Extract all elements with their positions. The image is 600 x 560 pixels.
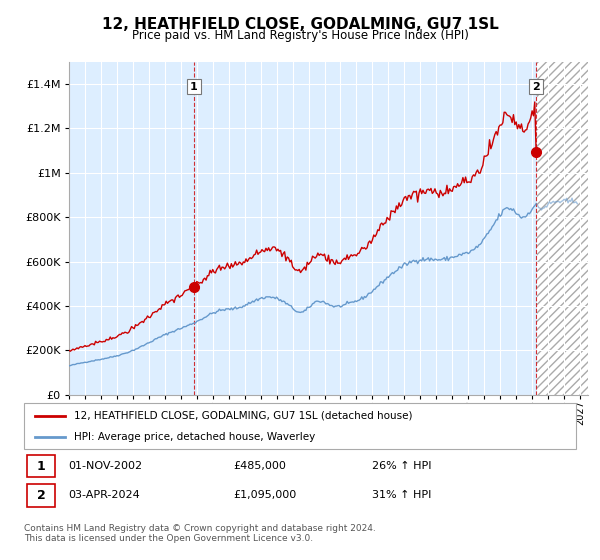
Text: 03-APR-2024: 03-APR-2024: [68, 491, 140, 501]
FancyBboxPatch shape: [27, 455, 55, 477]
Text: Contains HM Land Registry data © Crown copyright and database right 2024.
This d: Contains HM Land Registry data © Crown c…: [24, 524, 376, 543]
FancyBboxPatch shape: [27, 484, 55, 507]
Text: 26% ↑ HPI: 26% ↑ HPI: [372, 461, 431, 471]
Bar: [538, 62, 588, 395]
Text: £1,095,000: £1,095,000: [234, 491, 297, 501]
Text: 2: 2: [532, 82, 540, 92]
Text: 31% ↑ HPI: 31% ↑ HPI: [372, 491, 431, 501]
Text: £485,000: £485,000: [234, 461, 287, 471]
Text: 1: 1: [37, 460, 46, 473]
Text: 2: 2: [37, 489, 46, 502]
Text: 12, HEATHFIELD CLOSE, GODALMING, GU7 1SL (detached house): 12, HEATHFIELD CLOSE, GODALMING, GU7 1SL…: [74, 410, 412, 421]
Text: HPI: Average price, detached house, Waverley: HPI: Average price, detached house, Wave…: [74, 432, 315, 442]
Text: 1: 1: [190, 82, 198, 92]
Text: Price paid vs. HM Land Registry's House Price Index (HPI): Price paid vs. HM Land Registry's House …: [131, 29, 469, 42]
Text: 12, HEATHFIELD CLOSE, GODALMING, GU7 1SL: 12, HEATHFIELD CLOSE, GODALMING, GU7 1SL: [101, 17, 499, 32]
Text: 01-NOV-2002: 01-NOV-2002: [68, 461, 142, 471]
FancyBboxPatch shape: [24, 403, 576, 449]
